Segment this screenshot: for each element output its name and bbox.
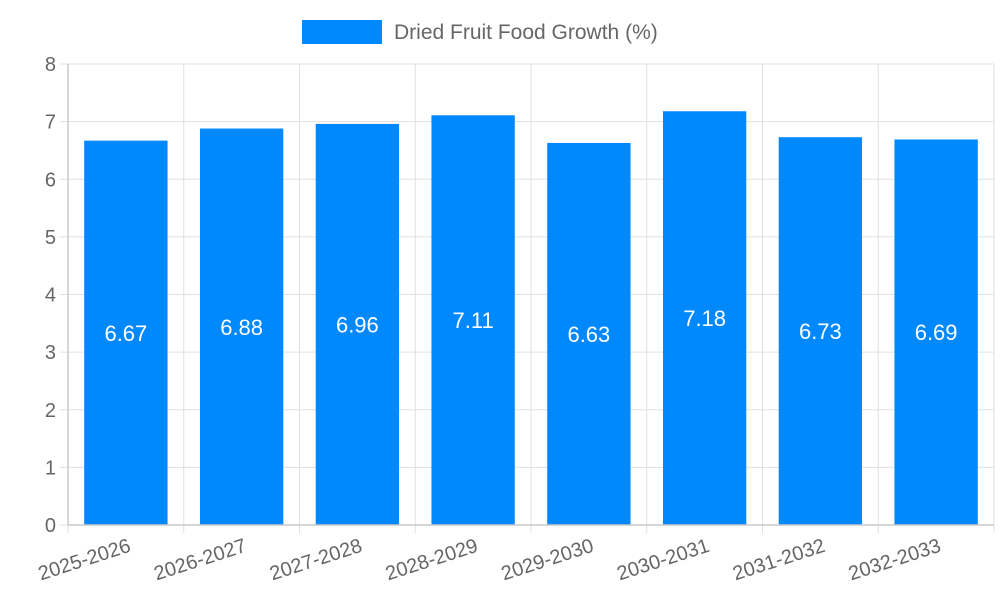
x-tick-label: 2031-2032: [730, 535, 828, 585]
axes: [67, 64, 994, 526]
legend-swatch: [302, 20, 382, 44]
x-tick-label: 2028-2029: [383, 535, 481, 585]
bar[interactable]: [547, 142, 631, 526]
y-tick-label: 8: [45, 54, 56, 76]
bar[interactable]: [431, 115, 515, 525]
bar-value-label: 6.73: [799, 319, 842, 344]
bar-value-label: 7.11: [453, 308, 494, 333]
x-tick-label: 2030-2031: [614, 535, 712, 585]
bar-value-label: 6.96: [336, 312, 379, 337]
bar[interactable]: [778, 137, 863, 525]
y-tick-label: 5: [45, 227, 56, 249]
y-tick-label: 2: [45, 400, 56, 422]
legend-label: Dried Fruit Food Growth (%): [394, 21, 658, 44]
bar[interactable]: [199, 128, 284, 526]
y-tick-label: 6: [45, 169, 56, 191]
bar[interactable]: [84, 140, 168, 526]
bar-value-label: 6.69: [915, 320, 958, 345]
bars: [84, 111, 978, 526]
y-tick-label: 7: [45, 112, 56, 134]
x-tick-label: 2032-2033: [846, 535, 944, 585]
bar-value-label: 6.88: [220, 315, 263, 340]
bar-value-label: 7.18: [683, 306, 726, 331]
legend[interactable]: Dried Fruit Food Growth (%): [302, 20, 658, 44]
y-tick-label: 0: [45, 515, 56, 537]
y-tick-label: 3: [45, 342, 56, 364]
x-tick-label: 2025-2026: [36, 535, 134, 585]
y-tick-label: 4: [45, 285, 56, 307]
x-tick-label: 2027-2028: [267, 535, 365, 585]
bar[interactable]: [315, 123, 400, 526]
bar[interactable]: [662, 111, 747, 525]
x-tick-label: 2026-2027: [151, 535, 249, 585]
bar[interactable]: [894, 139, 978, 525]
x-tick-label: 2029-2030: [499, 535, 597, 585]
bar-value-label: 6.63: [567, 322, 610, 347]
bar-value-label: 6.67: [104, 321, 147, 346]
y-tick-label: 1: [45, 457, 56, 479]
